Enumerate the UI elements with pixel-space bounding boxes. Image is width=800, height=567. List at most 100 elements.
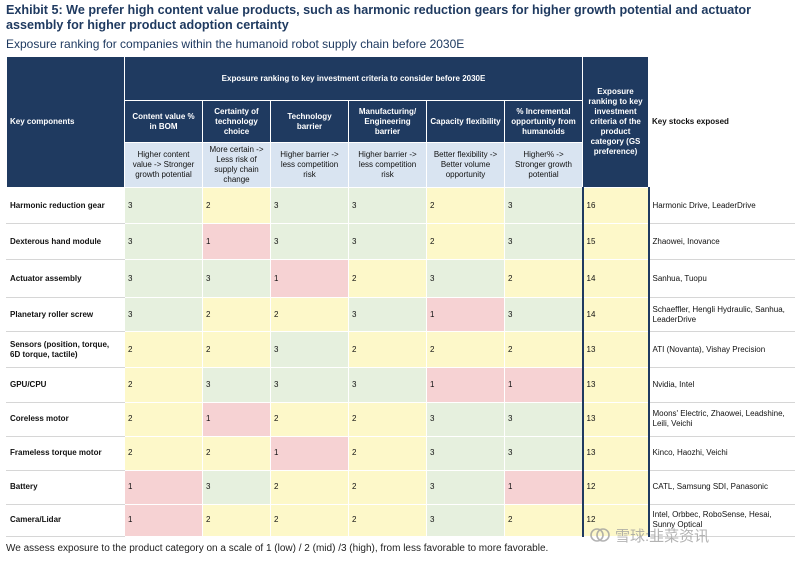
- score-cell: 2: [202, 186, 271, 225]
- score-cell: 1: [202, 401, 271, 437]
- score-cell: 3: [202, 259, 271, 299]
- gs-preference-score: 13: [581, 435, 650, 471]
- key-stocks-cell: Intel, Orbbec, RoboSense, Hesai, Sunny O…: [648, 503, 795, 538]
- component-name: Planetary roller screw: [6, 297, 125, 333]
- table-row: Camera/Lidar 1 2 2 2 3 2 12 Intel, Orbbec, RoboS…: [6, 503, 795, 538]
- component-name: Dexterous hand module: [6, 223, 125, 261]
- table-row: GPU/CPU 2 3 3 3 1 1 13 Nvidia, Intel: [6, 367, 795, 403]
- score-cell: 3: [270, 367, 349, 403]
- gs-preference-score: 12: [581, 469, 650, 505]
- criterion-label: % Incremental opportunity from humanoids: [504, 100, 583, 143]
- score-cell: 2: [202, 435, 271, 471]
- criteria-label-row: Content value % in BOM Certainty of tech…: [7, 100, 795, 143]
- criterion-description: Higher% -> Stronger growth potential: [504, 142, 583, 188]
- key-stocks-cell: Kinco, Haozhi, Veichi: [648, 435, 795, 471]
- component-name: Battery: [6, 469, 125, 505]
- criterion-label: Technology barrier: [270, 100, 349, 143]
- gs-preference-score: 13: [581, 331, 650, 369]
- score-cell: 3: [270, 331, 349, 369]
- key-stocks-header: Key stocks exposed: [648, 56, 795, 188]
- criterion-label: Manufacturing/ Engineering barrier: [348, 100, 427, 143]
- key-stocks-cell: Schaeffler, Hengli Hydraulic, Sanhua, Le…: [648, 297, 795, 333]
- gs-preference-score: 13: [581, 401, 650, 437]
- watermark: 雪球:韭菜资讯: [590, 521, 790, 549]
- key-components-header: Key components: [6, 56, 125, 188]
- score-cell: 3: [270, 186, 349, 225]
- criteria-desc-row: Higher content value -> Stronger growth …: [7, 142, 795, 188]
- score-cell: 3: [124, 259, 203, 299]
- score-cell: 3: [348, 367, 427, 403]
- score-cell: 2: [124, 367, 203, 403]
- exhibit-title: Exhibit 5: We prefer high content value …: [6, 3, 751, 32]
- criterion-label: Capacity flexibility: [426, 100, 505, 143]
- score-cell: 2: [426, 223, 505, 261]
- criterion-description: Higher barrier -> less competition risk: [270, 142, 349, 188]
- table-body: Harmonic reduction gear 3 2 3 3 2 3 16 Harmonic …: [6, 186, 795, 538]
- key-stocks-cell: Sanhua, Tuopu: [648, 259, 795, 299]
- score-cell: 2: [504, 259, 583, 299]
- score-cell: 2: [426, 186, 505, 225]
- score-cell: 1: [270, 259, 349, 299]
- score-cell: 2: [202, 297, 271, 333]
- key-stocks-cell: ATI (Novanta), Vishay Precision: [648, 331, 795, 369]
- score-cell: 2: [348, 331, 427, 369]
- score-cell: 2: [124, 435, 203, 471]
- footnote: We assess exposure to the product catego…: [6, 543, 549, 554]
- criterion-description: Higher barrier -> less competition risk: [348, 142, 427, 188]
- gs-preference-score: 14: [581, 259, 650, 299]
- score-cell: 3: [426, 259, 505, 299]
- gs-preference-header: Exposure ranking to key investment crite…: [582, 56, 649, 188]
- key-stocks-cell: Nvidia, Intel: [648, 367, 795, 403]
- score-cell: 2: [348, 401, 427, 437]
- exhibit-subtitle: Exposure ranking for companies within th…: [6, 37, 465, 51]
- table-row: Actuator assembly 3 3 1 2 3 2 14 Sanhua, Tuopu: [6, 259, 795, 299]
- exposure-table: Key components Exposure ranking to key i…: [6, 56, 795, 538]
- score-cell: 1: [426, 297, 505, 333]
- table-row: Battery 1 3 2 2 3 1 12 CATL, Samsung SDI, Panaso…: [6, 469, 795, 505]
- component-name: Coreless motor: [6, 401, 125, 437]
- component-name: Camera/Lidar: [6, 503, 125, 538]
- score-cell: 3: [426, 435, 505, 471]
- score-cell: 2: [348, 469, 427, 505]
- score-cell: 2: [202, 503, 271, 538]
- score-cell: 1: [270, 435, 349, 471]
- score-cell: 3: [426, 469, 505, 505]
- gs-preference-score: 14: [581, 297, 650, 333]
- criterion-description: Higher content value -> Stronger growth …: [124, 142, 203, 188]
- table-row: Coreless motor 2 1 2 2 3 3 13 Moons' Electric, Z…: [6, 401, 795, 437]
- criterion-description: Better flexibility -> Better volume oppo…: [426, 142, 505, 188]
- gs-preference-score: 13: [581, 367, 650, 403]
- key-stocks-cell: CATL, Samsung SDI, Panasonic: [648, 469, 795, 505]
- score-cell: 2: [124, 331, 203, 369]
- criterion-label: Content value % in BOM: [124, 100, 203, 143]
- gs-preference-score: 12: [581, 503, 650, 538]
- score-cell: 3: [270, 223, 349, 261]
- table-row: Frameless torque motor 2 2 1 2 3 3 13 Kinco, Hao…: [6, 435, 795, 471]
- key-stocks-cell: Moons' Electric, Zhaowei, Leadshine, Lei…: [648, 401, 795, 437]
- snowball-logo-icon: [590, 527, 610, 543]
- score-cell: 2: [270, 503, 349, 538]
- table-row: Planetary roller screw 3 2 2 3 1 3 14 Schaeffler…: [6, 297, 795, 333]
- criterion-description: More certain -> Less risk of supply chai…: [202, 142, 271, 188]
- score-cell: 2: [348, 259, 427, 299]
- key-stocks-cell: Harmonic Drive, LeaderDrive: [648, 186, 795, 225]
- score-cell: 2: [270, 297, 349, 333]
- score-cell: 1: [124, 469, 203, 505]
- table-row: Sensors (position, torque, 6D torque, ta…: [6, 331, 795, 369]
- component-name: Actuator assembly: [6, 259, 125, 299]
- score-cell: 3: [504, 223, 583, 261]
- component-name: Frameless torque motor: [6, 435, 125, 471]
- table-row: Harmonic reduction gear 3 2 3 3 2 3 16 Harmonic …: [6, 186, 795, 225]
- component-name: Sensors (position, torque, 6D torque, ta…: [6, 331, 125, 369]
- score-cell: 2: [426, 331, 505, 369]
- score-cell: 3: [348, 223, 427, 261]
- gs-preference-score: 16: [581, 186, 650, 225]
- component-name: GPU/CPU: [6, 367, 125, 403]
- watermark-text: 雪球:韭菜资讯: [615, 527, 710, 545]
- score-cell: 3: [124, 297, 203, 333]
- score-cell: 1: [426, 367, 505, 403]
- gs-preference-score: 15: [581, 223, 650, 261]
- score-cell: 3: [426, 503, 505, 538]
- score-cell: 2: [504, 331, 583, 369]
- criterion-label: Certainty of technology choice: [202, 100, 271, 143]
